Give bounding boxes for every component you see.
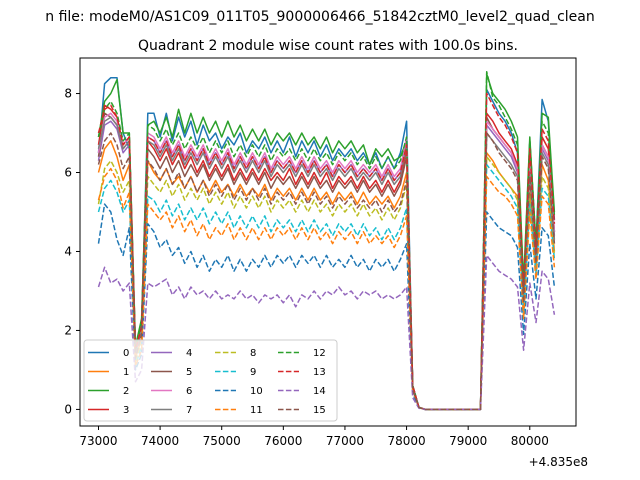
figure-suptitle: n file: modeM0/AS1C09_011T05_9000006466_… <box>45 9 594 25</box>
x-tick-label: 77000 <box>326 434 364 448</box>
x-tick-label: 78000 <box>387 434 425 448</box>
plot-area <box>97 71 556 411</box>
legend-label-8: 8 <box>250 348 256 359</box>
y-tick-label: 8 <box>64 87 72 101</box>
legend-label-13: 13 <box>313 367 326 378</box>
legend-label-15: 15 <box>313 405 326 416</box>
y-tick-label: 0 <box>64 402 72 416</box>
x-tick-label: 73000 <box>79 434 117 448</box>
legend-label-10: 10 <box>250 386 263 397</box>
legend-label-11: 11 <box>250 405 263 416</box>
x-tick-label: 79000 <box>449 434 487 448</box>
legend-box <box>83 339 338 422</box>
series-line-9 <box>97 163 556 411</box>
legend-label-2: 2 <box>123 386 129 397</box>
series-line-14 <box>97 254 556 411</box>
axes: 73000 74000 75000 76000 77000 78000 79000 80000… <box>64 87 549 448</box>
x-offset-label: +4.835e8 <box>529 455 588 469</box>
legend-label-3: 3 <box>123 405 129 416</box>
x-tick-label: 80000 <box>511 434 549 448</box>
legend-label-0: 0 <box>123 348 129 359</box>
x-tick-label: 76000 <box>264 434 302 448</box>
legend-label-7: 7 <box>186 405 192 416</box>
series-line-15 <box>97 132 556 411</box>
legend-label-4: 4 <box>186 348 192 359</box>
x-tick-label: 75000 <box>203 434 241 448</box>
chart-title: Quadrant 2 module wise count rates with … <box>138 38 518 54</box>
legend-label-12: 12 <box>313 348 326 359</box>
legend-label-5: 5 <box>186 367 192 378</box>
y-tick-label: 2 <box>64 323 72 337</box>
y-tick-label: 6 <box>64 166 72 180</box>
legend-label-1: 1 <box>123 367 129 378</box>
legend-label-6: 6 <box>186 386 192 397</box>
x-tick-label: 74000 <box>141 434 179 448</box>
y-tick-label: 4 <box>64 244 72 258</box>
axes-frame <box>79 57 577 427</box>
legend-label-9: 9 <box>250 367 256 378</box>
legend-label-14: 14 <box>313 386 326 397</box>
